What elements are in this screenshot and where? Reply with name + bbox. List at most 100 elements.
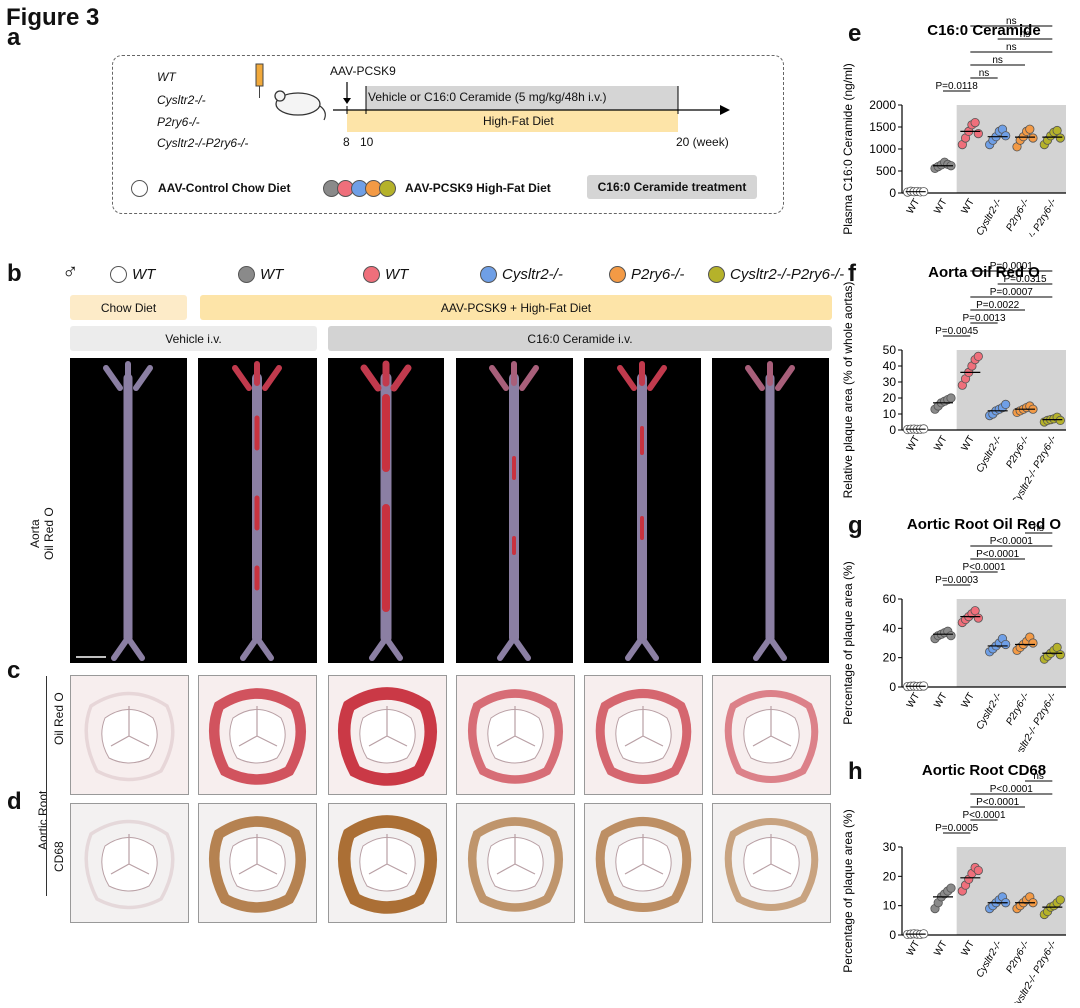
vehicle-label: Vehicle or C16:0 Ceramide (5 mg/kg/48h i… — [368, 90, 607, 104]
p-value-label: P=0.0118 — [935, 81, 978, 92]
x-tick-label: Cysltr2-/- — [974, 938, 1004, 979]
group-dot-olive — [708, 266, 725, 283]
schem-genotype-4: Cysltr2-/-P2ry6-/- — [157, 136, 249, 150]
y-tick-label: 1000 — [869, 142, 896, 156]
p-value-label: P=0.0001 — [990, 261, 1034, 272]
histology-oil-red-2 — [198, 675, 317, 795]
y-tick-label: 0 — [889, 680, 896, 694]
p-value-label: P=0.0022 — [976, 300, 1020, 311]
group-dot-white — [110, 266, 127, 283]
chow-diet-bar: Chow Diet — [70, 295, 187, 320]
y-tick-label: 60 — [883, 592, 897, 606]
aorta-row-label: Aorta Oil Red O — [28, 507, 56, 560]
chart-g: Aortic Root Oil Red O 0 20 40 60 Percentage o… — [841, 516, 1066, 752]
aav-label: AAV-PCSK9 — [330, 64, 396, 78]
p-value-label: P<0.0001 — [990, 784, 1034, 795]
panel-letter-g: g — [848, 512, 863, 539]
legend-dot-white — [131, 180, 148, 197]
aortic-root-label: Aortic Root — [36, 790, 50, 850]
chart-title: Aorta Oil Red O — [928, 264, 1040, 281]
legend-control: AAV-Control Chow Diet — [158, 181, 291, 195]
histology-oil-red-6 — [712, 675, 831, 795]
panel-letter-h: h — [848, 758, 863, 785]
x-tick-label: WT — [905, 197, 922, 216]
y-tick-label: 10 — [883, 899, 897, 913]
panel-letter-a: a — [7, 24, 21, 51]
p-value-label: ns — [1006, 16, 1017, 27]
histology-cd68-6 — [712, 803, 831, 923]
x-tick-label: WT — [960, 434, 977, 453]
histology-cd68-2 — [198, 803, 317, 923]
group-header-2: WT — [238, 266, 283, 283]
data-point — [946, 393, 956, 403]
p-value-label: P<0.0001 — [976, 549, 1020, 560]
x-tick-label: Cysltr2-/- — [974, 690, 1004, 731]
y-tick-label: 500 — [876, 164, 896, 178]
x-tick-label: WT — [905, 434, 922, 453]
schem-genotype-1: WT — [157, 70, 176, 84]
group-dot-orange — [609, 266, 626, 283]
group-label: WT — [132, 266, 156, 283]
group-header-5: P2ry6-/- — [609, 266, 684, 283]
data-point — [1001, 399, 1011, 409]
treatment-shade — [956, 105, 1066, 193]
p-value-label: P=0.0007 — [990, 287, 1034, 298]
hfd-label: High-Fat Diet — [483, 114, 554, 128]
histology-oil-red-5 — [584, 675, 703, 795]
y-tick-label: 0 — [889, 423, 896, 437]
chart-title: Aortic Root Oil Red O — [907, 516, 1062, 533]
x-tick-label: WT — [960, 197, 977, 216]
x-tick-label: Cysltr2-/- — [974, 196, 1004, 237]
y-tick-label: 10 — [883, 407, 897, 421]
chart-f: Aorta Oil Red O 0 10 20 30 40 50 Relative plaqu… — [841, 261, 1066, 500]
data-point — [946, 631, 956, 641]
data-point — [1001, 131, 1011, 141]
panel-letter-f: f — [848, 260, 856, 287]
aorta-image-6 — [712, 358, 829, 663]
histology-cd68-5 — [584, 803, 703, 923]
group-label: Cysltr2-/- — [502, 266, 563, 283]
data-point — [973, 865, 983, 876]
histology-oil-red-4 — [456, 675, 575, 795]
y-tick-label: 40 — [883, 359, 897, 373]
week-20: 20 (week) — [676, 135, 729, 149]
p-value-label: P=0.0315 — [1003, 274, 1047, 285]
aortic-root-bracket — [46, 676, 47, 896]
data-point — [1055, 133, 1065, 143]
oil-red-label: Oil Red O — [52, 692, 66, 745]
group-header-6: Cysltr2-/-P2ry6-/- — [708, 266, 844, 283]
p-value-label: ns — [1033, 523, 1044, 534]
group-header-3: WT — [363, 266, 408, 283]
chart-h: Aortic Root CD68 0 10 20 30 Percentage of pla… — [841, 762, 1066, 1003]
data-point — [1001, 639, 1011, 650]
aorta-image-5 — [584, 358, 701, 663]
y-tick-label: 40 — [883, 621, 897, 635]
chart-title: Aortic Root CD68 — [922, 762, 1046, 779]
legend-treatment: C16:0 Ceramide treatment — [587, 175, 757, 199]
p-value-label: P<0.0001 — [962, 562, 1006, 573]
x-tick-label: WT — [932, 197, 949, 216]
week-10: 10 — [360, 135, 374, 149]
group-label: WT — [385, 266, 409, 283]
panel-letter-c: c — [7, 657, 21, 684]
y-axis-label: Percentage of plaque area (%) — [841, 561, 855, 724]
cd68-label: CD68 — [52, 841, 66, 872]
x-tick-label: WT — [932, 939, 949, 958]
group-dot-gray — [238, 266, 255, 283]
group-dot-blue — [480, 266, 497, 283]
x-tick-label: WT — [960, 691, 977, 710]
x-tick-label: WT — [932, 434, 949, 453]
legend-dot-olive — [379, 180, 396, 197]
p-value-label: ns — [1020, 29, 1031, 40]
schematic-box — [112, 55, 784, 214]
x-tick-label: WT — [905, 691, 922, 710]
x-tick-label: P2ry6-/- — [1004, 938, 1032, 975]
group-header-4: Cysltr2-/- — [480, 266, 563, 283]
y-tick-label: 0 — [889, 186, 896, 200]
p-value-label: P<0.0001 — [962, 810, 1006, 821]
group-label: P2ry6-/- — [631, 266, 685, 283]
y-tick-label: 20 — [883, 869, 897, 883]
y-tick-label: 20 — [883, 651, 897, 665]
treatment-shade — [956, 847, 1066, 935]
y-tick-label: 0 — [889, 928, 896, 942]
